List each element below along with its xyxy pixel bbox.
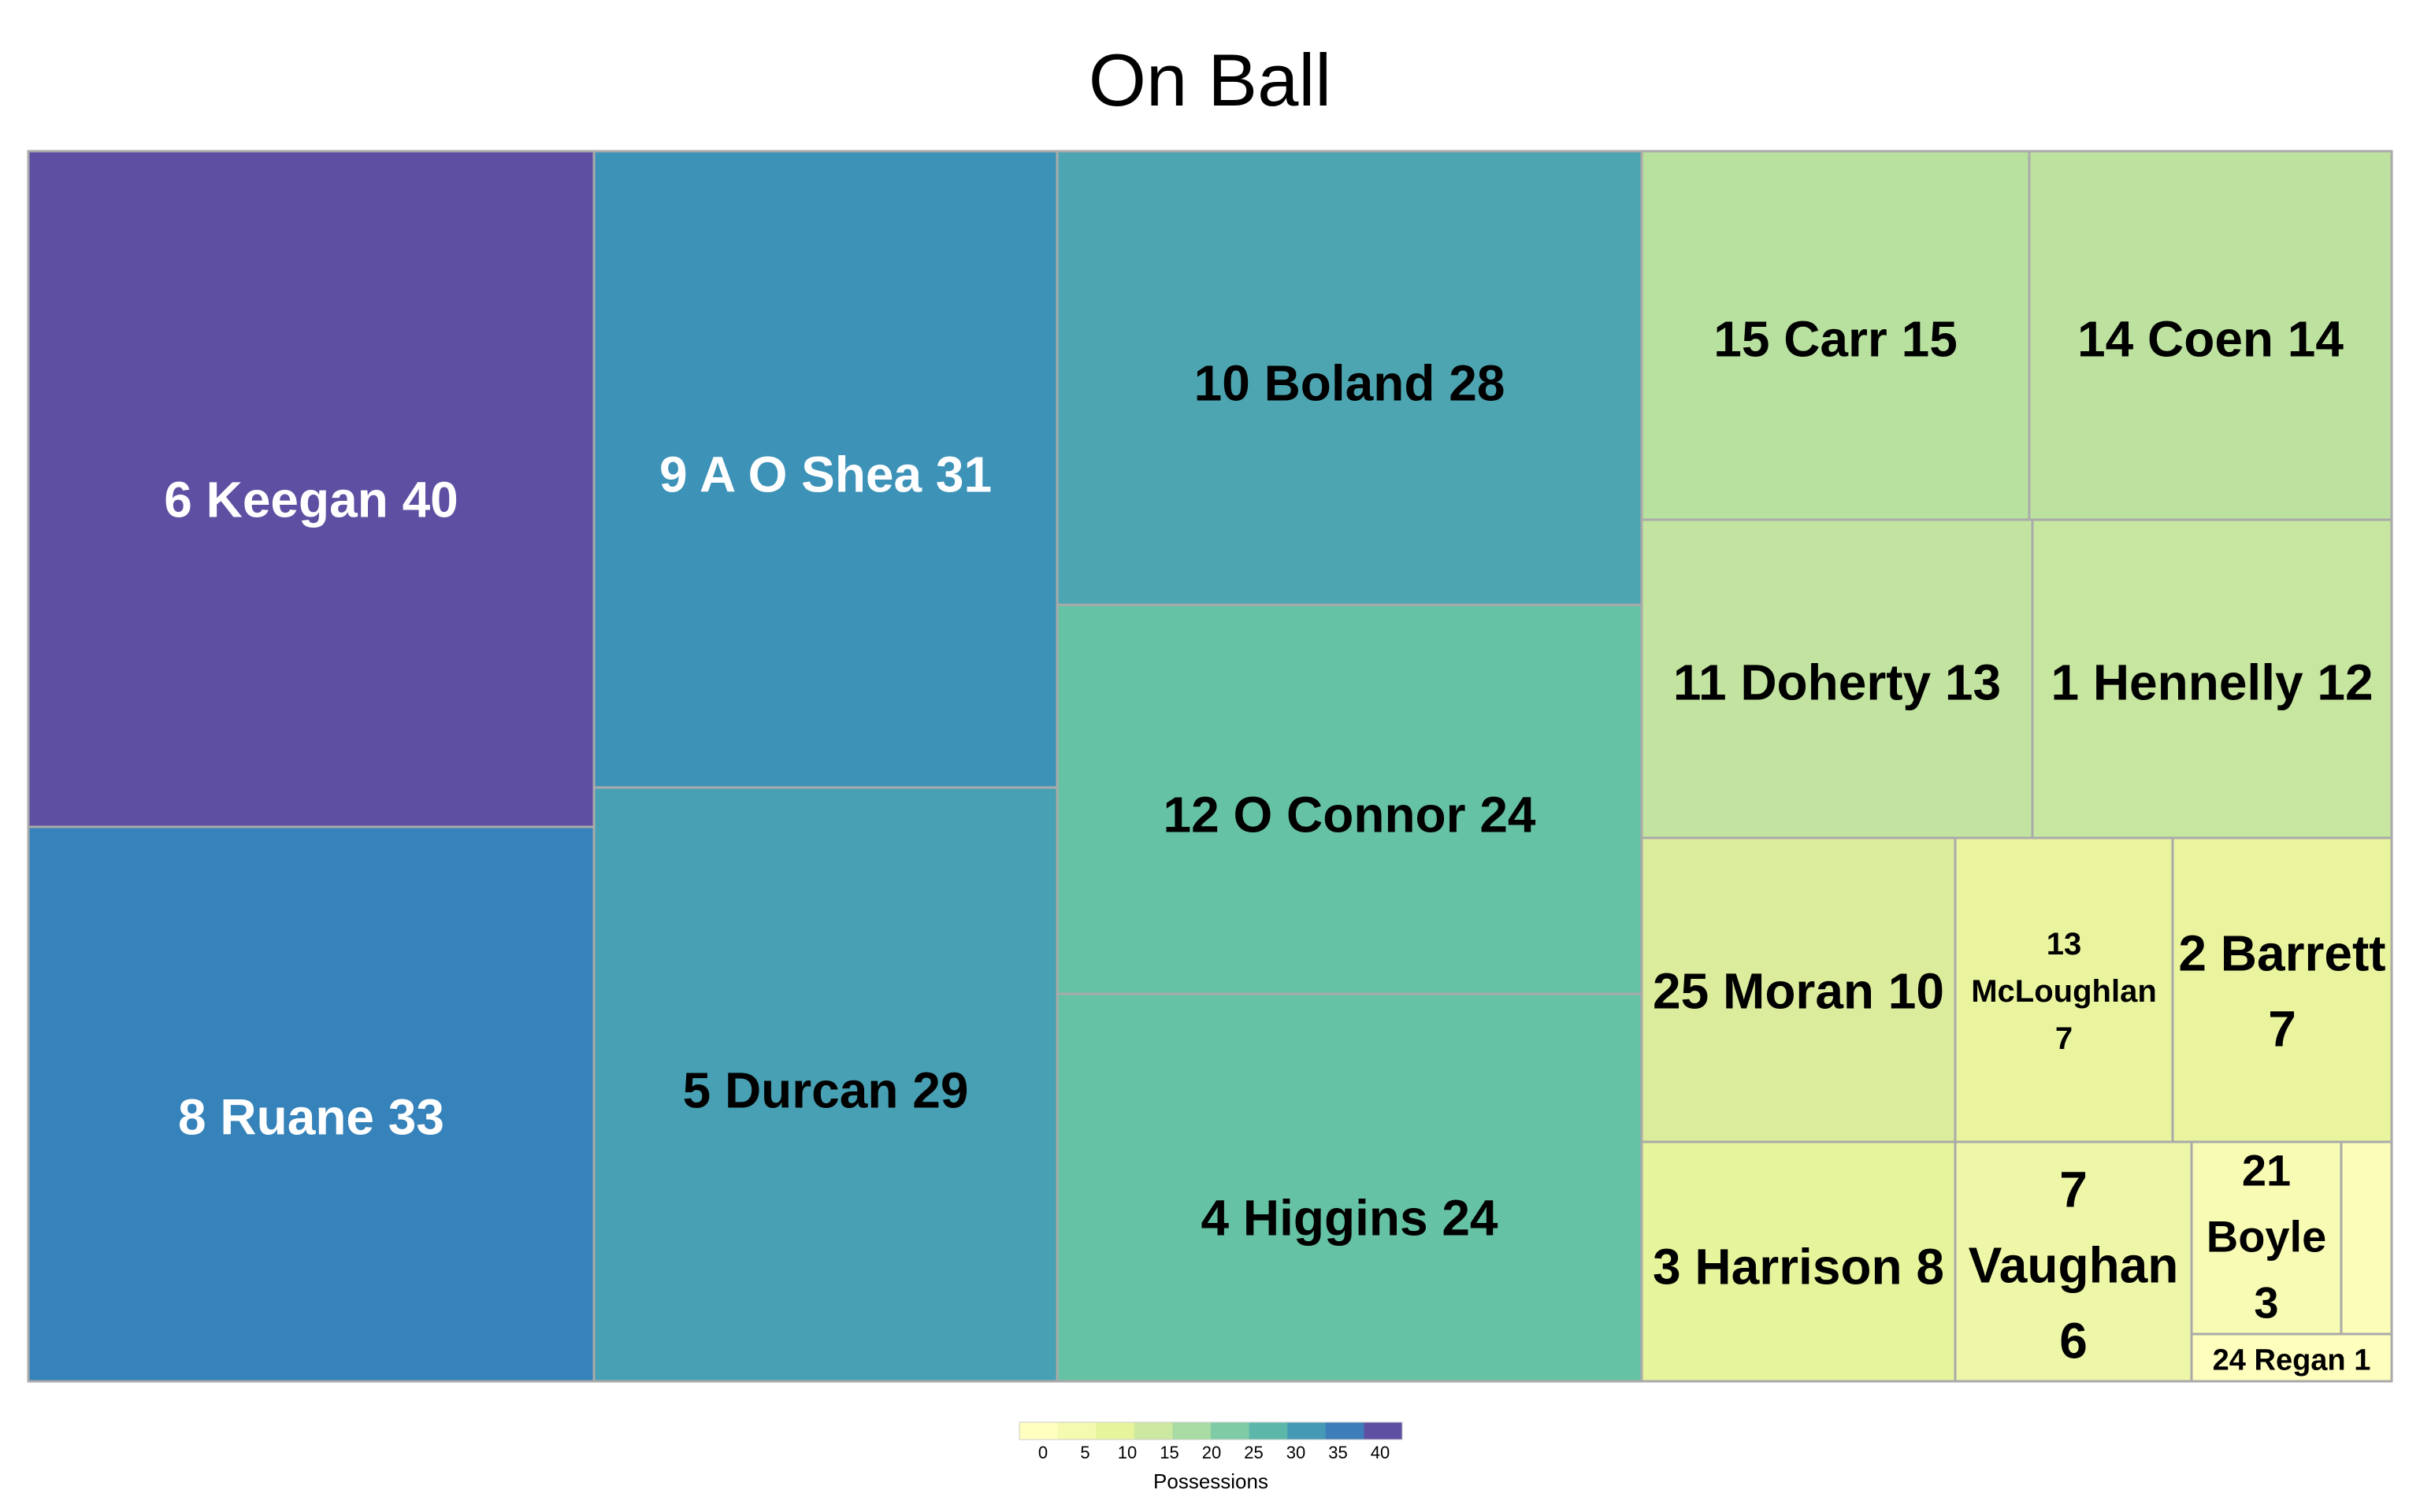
legend-tick-label: 35: [1328, 1443, 1347, 1462]
treemap-cell: [27, 150, 596, 828]
treemap-cell: [592, 150, 1059, 789]
legend-tick-label: 10: [1118, 1443, 1137, 1462]
treemap-cell-label: 1 Hennelly 12: [2051, 654, 2373, 710]
treemap-cell-label: 12 O Connor 24: [1164, 786, 1536, 843]
legend-swatch: [1325, 1422, 1364, 1440]
treemap-cell: [592, 786, 1059, 1383]
legend-swatch: [1172, 1422, 1212, 1440]
treemap-cell: [1954, 836, 2174, 1143]
treemap-cell-label: 24 Regan 1: [2213, 1343, 2371, 1377]
legend-tick-label: 30: [1286, 1443, 1305, 1462]
treemap-cell: [2190, 1140, 2343, 1336]
legend-tick-label: 15: [1160, 1443, 1178, 1462]
legend-swatch: [1364, 1422, 1403, 1440]
treemap-cell: [2031, 518, 2393, 839]
chart-title: On Ball: [1088, 39, 1332, 121]
treemap-cell-label: 10 Boland 28: [1194, 354, 1505, 411]
treemap-cell: [1056, 603, 1643, 995]
color-legend: 0 5 10 15 20 25 30 35 40 Possessions: [1019, 1421, 1403, 1493]
treemap-cell-label: 15 Carr 15: [1713, 310, 1958, 367]
treemap-cell: [2171, 836, 2393, 1143]
treemap-cell: [1954, 1140, 2193, 1383]
legend-swatch: [1057, 1422, 1097, 1440]
legend-swatch: [1287, 1422, 1327, 1440]
treemap-cell: [27, 825, 596, 1383]
treemap-cell-label: 8 Ruane 33: [178, 1088, 444, 1145]
treemap-cell: [1640, 150, 2031, 521]
treemap-cell: [1640, 1140, 1957, 1383]
treemap-cell-label: 11 Doherty 13: [1673, 654, 2001, 710]
treemap-cell-label: 14 Coen 14: [2077, 310, 2344, 367]
treemap-cell-label: 9 A O Shea 31: [659, 446, 992, 502]
treemap-cell-label: 21 Boyle 3: [2207, 1146, 2327, 1328]
treemap-cell: [2340, 1140, 2393, 1336]
treemap-cell-label: 25 Moran 10: [1653, 962, 1944, 1019]
treemap-cell-label: 3 Harrison 8: [1653, 1238, 1944, 1295]
legend-swatch: [1249, 1422, 1288, 1440]
legend-tick-label: 5: [1080, 1443, 1089, 1462]
treemap-cell: [1640, 518, 2034, 839]
legend-tick-label: 0: [1038, 1443, 1048, 1462]
legend-swatch: [1134, 1422, 1173, 1440]
legend-title: Possessions: [1153, 1469, 1268, 1493]
treemap-cell-label: 7 Vaughan 6: [1969, 1161, 2179, 1369]
treemap-cell-label: 4 Higgins 24: [1201, 1189, 1498, 1246]
treemap-cell: [1056, 992, 1643, 1383]
legend-swatch: [1019, 1422, 1059, 1440]
legend-tick-label: 20: [1202, 1443, 1221, 1462]
legend-frame: [1019, 1421, 1403, 1440]
treemap-cell-label: 5 Durcan 29: [683, 1062, 969, 1118]
legend-tick-label: 40: [1371, 1443, 1390, 1462]
legend-swatch: [1211, 1422, 1250, 1440]
legend-tick-label: 25: [1244, 1443, 1263, 1462]
treemap-cell-label: 6 Keegan 40: [164, 471, 458, 528]
treemap-cell-label: 13 McLoughlan 7: [1971, 927, 2157, 1056]
legend-swatch: [1096, 1422, 1135, 1440]
treemap-cell-label: 2 Barrett 7: [2178, 925, 2385, 1057]
treemap-cell: [2190, 1332, 2393, 1383]
treemap-cells: 6 Keegan 40 8 Ruane 33 9 A O Shea 31 5 Durc…: [27, 150, 2393, 1383]
treemap-cell: [2028, 150, 2393, 521]
